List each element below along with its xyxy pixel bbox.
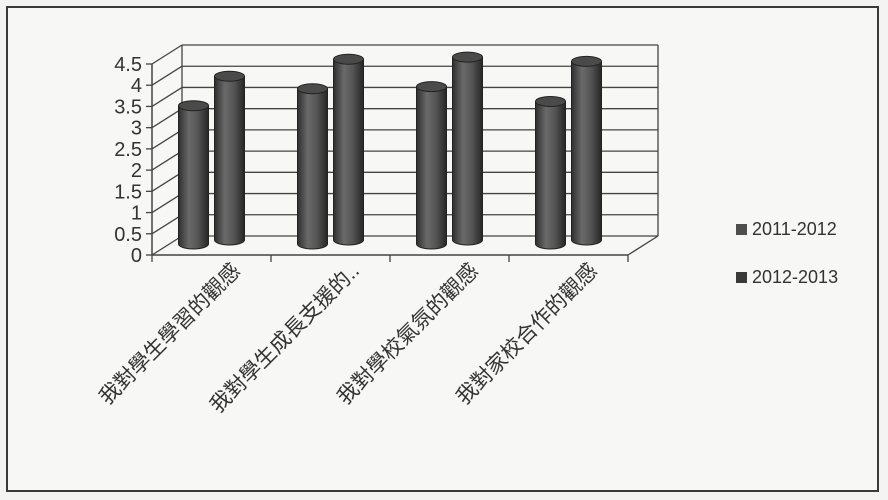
bar-2011-2012-1 — [297, 83, 328, 250]
legend-swatch — [736, 224, 747, 235]
y-tick-label: 1 — [131, 203, 142, 225]
bar-body — [297, 88, 328, 250]
bar-2012-2013-1 — [333, 53, 364, 246]
bar-body — [214, 75, 245, 246]
bar-2011-2012-0 — [178, 100, 209, 250]
bar-2012-2013-3 — [571, 55, 602, 246]
gridline-side — [151, 150, 183, 171]
gridline-side — [151, 171, 183, 192]
gridline-side — [151, 86, 183, 107]
y-tick-label: 3 — [131, 118, 142, 140]
bar-body — [333, 58, 364, 246]
bar-2011-2012-2 — [416, 81, 447, 250]
y-tick-label: 3.5 — [114, 96, 142, 118]
gridline-side — [151, 214, 183, 235]
gridline-side — [151, 193, 183, 214]
legend-label: 2012-2013 — [752, 267, 838, 287]
bar-top — [416, 81, 447, 93]
bar-top — [297, 83, 328, 95]
y-tick-label: 0 — [131, 245, 142, 267]
bar-2011-2012-3 — [535, 95, 566, 250]
y-tick-label: 1.5 — [114, 181, 142, 203]
bar-top — [571, 55, 602, 67]
legend-swatch — [736, 272, 747, 283]
bar-2012-2013-0 — [214, 70, 245, 246]
y-tick-label: 0.5 — [114, 224, 142, 246]
bar-body — [178, 105, 209, 250]
gridline-side — [151, 129, 183, 150]
bar-top — [452, 51, 483, 63]
y-tick-label: 4.5 — [114, 54, 142, 76]
floor-edge — [627, 235, 659, 256]
bar-2012-2013-2 — [452, 51, 483, 246]
gridline-side — [151, 235, 183, 256]
gridline-side — [151, 65, 183, 86]
gridline-side — [151, 108, 183, 129]
bar-body — [416, 86, 447, 250]
bar-body — [452, 56, 483, 246]
y-tick-label: 4 — [131, 75, 142, 97]
bar-top — [333, 53, 364, 65]
bar-body — [571, 60, 602, 246]
bar-body — [535, 100, 566, 250]
legend-label: 2011-2012 — [752, 219, 837, 239]
gridline-side — [151, 44, 183, 65]
y-tick-label: 2.5 — [114, 139, 142, 161]
bar-top — [535, 95, 566, 107]
y-tick-label: 2 — [131, 160, 142, 182]
bar-top — [178, 100, 209, 112]
bar-top — [214, 70, 245, 82]
